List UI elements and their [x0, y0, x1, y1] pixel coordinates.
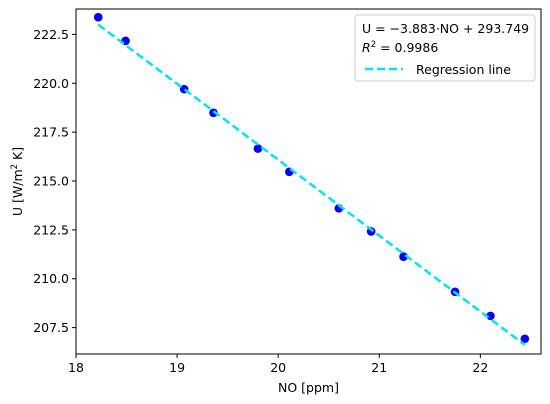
legend-r2-symbol: R	[362, 40, 371, 55]
y-tick-label: 215.0	[33, 174, 69, 189]
data-point	[486, 311, 495, 321]
x-tick-label: 19	[169, 360, 185, 375]
legend-box	[354, 14, 536, 82]
data-point	[399, 252, 408, 261]
data-point	[209, 108, 218, 118]
y-tick-label: 212.5	[33, 222, 69, 237]
data-point	[520, 334, 530, 344]
legend: U = −3.883·NO + 293.749 R2 = 0.9986 Regr…	[354, 14, 536, 82]
legend-equation: U = −3.883·NO + 293.749	[362, 21, 529, 36]
y-tick-label: 210.0	[33, 271, 69, 286]
x-tick-label: 20	[270, 360, 286, 375]
x-tick-label: 21	[371, 360, 387, 375]
y-tick-label: 222.5	[33, 27, 69, 42]
marks-layer	[93, 12, 530, 346]
legend-r2-sup: 2	[371, 40, 376, 50]
y-axis-title-main: U [W/m	[10, 169, 25, 216]
legend-r2: R2 = 0.9986	[362, 40, 438, 55]
x-tick-label: 22	[472, 360, 488, 375]
y-axis-title-tail: K]	[10, 147, 25, 164]
legend-line-label: Regression line	[416, 62, 511, 77]
y-tick-label: 217.5	[33, 125, 69, 140]
y-tick-label: 207.5	[33, 320, 69, 335]
y-axis-title: U [W/m2 K]	[10, 147, 25, 216]
regression-line	[97, 23, 526, 346]
data-point	[253, 144, 263, 153]
legend-r2-value: = 0.9986	[376, 40, 438, 55]
y-axis-title-sup: 2	[10, 164, 20, 169]
x-axis-title: NO [ppm]	[278, 380, 339, 395]
ticks-layer: 18 19 20 21 22 207.5 210.0 212.5 215.0 217.5 220.0…	[33, 27, 488, 375]
data-point	[93, 12, 103, 22]
y-tick-label: 220.0	[33, 76, 69, 91]
x-tick-label: 18	[68, 360, 84, 375]
